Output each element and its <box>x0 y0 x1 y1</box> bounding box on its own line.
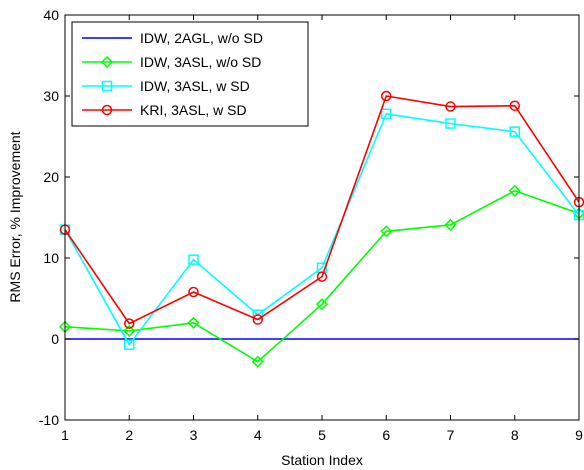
data-point <box>252 314 263 325</box>
y-tick-label: 40 <box>43 7 59 23</box>
data-point <box>380 225 393 238</box>
data-point <box>381 90 392 102</box>
x-axis-label: Station Index <box>281 452 363 468</box>
series-line-3 <box>64 112 580 347</box>
legend-label: IDW, 3ASL, w SD <box>140 78 250 94</box>
data-point <box>508 184 521 197</box>
data-point <box>188 286 199 298</box>
y-tick-label: 10 <box>43 250 59 266</box>
data-point <box>444 218 457 231</box>
data-point <box>509 126 520 137</box>
data-point <box>316 271 328 282</box>
y-tick-label: 30 <box>43 88 59 104</box>
x-tick-label: 3 <box>190 427 198 443</box>
data-point <box>445 118 456 129</box>
legend-marker <box>100 55 114 69</box>
data-point <box>509 100 520 111</box>
data-point <box>445 101 456 112</box>
x-tick-label: 8 <box>511 427 519 443</box>
x-tick-label: 4 <box>254 427 262 443</box>
x-tick-label: 1 <box>61 427 69 443</box>
data-point <box>124 318 135 329</box>
x-tick-label: 2 <box>125 427 133 443</box>
x-tick-label: 7 <box>447 427 455 443</box>
y-tick-label: -10 <box>39 412 59 428</box>
legend: IDW, 2AGL, w/o SD IDW, 3ASL, w/o SD IDW, 3… <box>71 21 309 127</box>
data-point <box>315 298 329 311</box>
data-point <box>187 316 200 329</box>
series-line-2 <box>64 189 580 363</box>
y-axis-label: RMS Error, % Improvement <box>7 131 23 302</box>
legend-label: IDW, 3ASL, w/o SD <box>140 54 261 70</box>
legend-marker <box>101 104 113 116</box>
data-point <box>381 108 392 120</box>
x-axis: 1 2 3 4 5 6 7 8 9 <box>61 15 583 443</box>
data-point <box>251 355 264 368</box>
legend-marker <box>101 80 113 92</box>
data-point <box>124 339 135 350</box>
series-line-4 <box>64 95 580 325</box>
series-layer <box>58 90 584 368</box>
y-tick-label: 20 <box>43 169 59 185</box>
data-point <box>123 324 136 337</box>
x-tick-label: 9 <box>575 427 583 443</box>
legend-label: IDW, 2AGL, w/o SD <box>140 30 263 46</box>
legend-label: KRI, 3ASL, w SD <box>140 102 247 118</box>
x-tick-label: 5 <box>318 427 326 443</box>
y-tick-label: 0 <box>51 331 59 347</box>
data-point <box>188 254 199 265</box>
x-tick-label: 6 <box>382 427 390 443</box>
y-axis: -10 0 10 20 30 40 <box>39 7 579 428</box>
